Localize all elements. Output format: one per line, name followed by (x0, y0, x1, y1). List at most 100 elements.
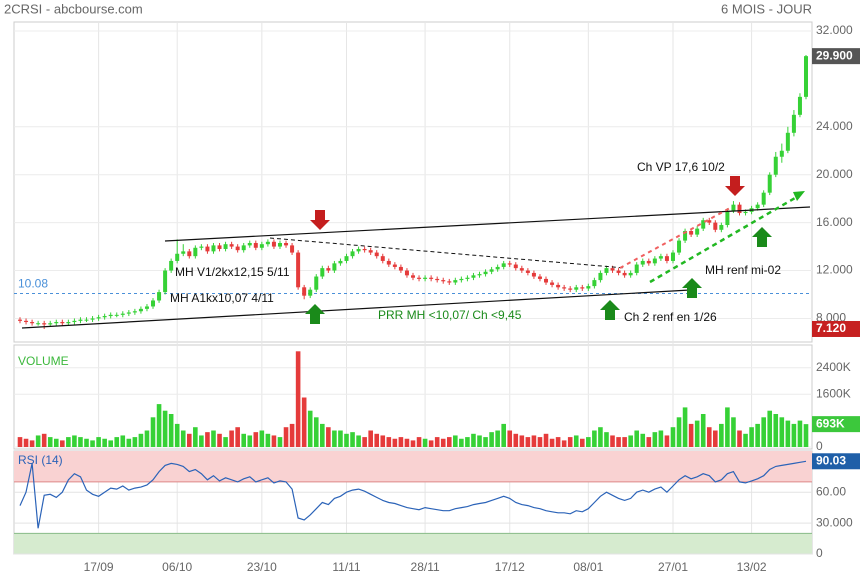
volume-bar (253, 432, 259, 447)
volume-bar (53, 438, 59, 447)
y-tick-label: 60.00 (816, 484, 846, 498)
volume-bar (604, 432, 609, 447)
volume-bar (186, 433, 192, 447)
volume-bar (47, 437, 53, 447)
volume-bar (332, 430, 337, 447)
volume-bar (483, 437, 488, 447)
volume-bar (622, 437, 627, 447)
red-trend (619, 207, 731, 269)
candle-body (284, 242, 289, 246)
candle-body (797, 96, 802, 115)
candle-body (78, 319, 83, 321)
candle-body (465, 277, 470, 279)
candle-body (767, 174, 772, 193)
volume-bar (646, 437, 652, 447)
volume-bar (428, 440, 434, 447)
oversold-zone (14, 533, 812, 554)
volume-bar (320, 423, 325, 447)
green-trend-head (793, 191, 805, 201)
candle-body (398, 266, 403, 271)
volume-bar (513, 433, 519, 447)
candle-body (84, 319, 89, 321)
candle-body (441, 280, 446, 282)
candle-body (96, 317, 101, 319)
candle-body (380, 256, 385, 261)
candle-body (447, 281, 452, 283)
candle-body (664, 256, 669, 261)
volume-bar (295, 351, 301, 447)
volume-bar (380, 435, 386, 447)
x-tick-label: 13/02 (737, 560, 767, 574)
x-tick-label: 08/01 (573, 560, 603, 574)
value-badge-label: 693K (816, 416, 845, 430)
candle-body (743, 211, 748, 214)
candle-body (658, 256, 663, 259)
volume-bar (265, 433, 271, 447)
volume-bar (241, 433, 247, 447)
volume-bar (676, 417, 682, 447)
volume-bar (555, 437, 561, 447)
candle-body (102, 316, 107, 318)
volume-bar (440, 438, 446, 447)
candle-body (241, 245, 246, 251)
candle-body (604, 268, 609, 273)
candle-body (229, 244, 234, 247)
volume-bar (289, 423, 295, 447)
candle-body (459, 278, 464, 281)
candle-body (235, 246, 240, 251)
candle-body (108, 314, 113, 317)
volume-bar (150, 417, 156, 447)
candle-body (320, 268, 325, 277)
candle-body (423, 277, 428, 279)
candle-body (60, 322, 65, 324)
volume-bar (398, 437, 404, 447)
value-badge (812, 453, 860, 470)
volume-bar (229, 430, 234, 447)
candle-body (779, 150, 784, 157)
candle-body (344, 256, 349, 261)
volume-bar (374, 433, 380, 447)
x-tick-label: 23/10 (247, 560, 277, 574)
candle-body (132, 311, 137, 313)
volume-bar (392, 438, 398, 447)
volume-bar (235, 427, 240, 447)
volume-bar (797, 420, 803, 447)
candle-body (429, 277, 434, 279)
candle-body (550, 282, 555, 285)
volume-bar (549, 438, 555, 447)
y-tick-label: 20.000 (816, 167, 853, 181)
volume-bar (29, 440, 35, 447)
candle-body (217, 245, 222, 249)
candle-body (471, 275, 476, 278)
volume-bar (803, 424, 809, 447)
candle-body (513, 264, 518, 269)
volume-bar (326, 427, 331, 447)
candle-body (592, 280, 597, 287)
volume-bar (519, 435, 525, 447)
volume-bar (731, 417, 736, 447)
annotation: PRR MH <10,07/ Ch <9,45 (378, 308, 522, 322)
volume-bar (126, 438, 132, 447)
annotation: MH V1/2kx12,15 5/11 (175, 265, 290, 279)
candle-body (326, 268, 331, 271)
volume-bar (737, 430, 742, 447)
candle-body (701, 220, 706, 229)
candle-body (193, 247, 198, 257)
volume-bar (344, 433, 349, 447)
volume-bar (543, 433, 549, 447)
candle-body (404, 270, 409, 276)
volume-bar (416, 437, 422, 447)
volume-bar (271, 435, 277, 447)
volume-bar (78, 437, 83, 447)
volume-bar (23, 438, 29, 447)
candle-body (356, 248, 361, 252)
candle-body (72, 320, 77, 323)
candle-body (66, 322, 71, 324)
panel-title: VOLUME (18, 354, 69, 368)
volume-bar (761, 417, 766, 447)
candle-body (223, 244, 228, 249)
volume-bar (713, 430, 718, 447)
marks (17, 54, 809, 529)
volume-bar (162, 410, 168, 447)
volume-bar (537, 437, 543, 447)
